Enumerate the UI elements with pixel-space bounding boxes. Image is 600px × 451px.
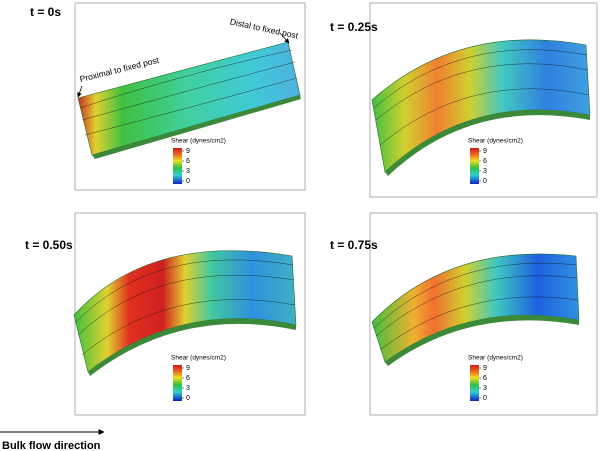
colorbar — [173, 148, 182, 184]
colorbar-tick-label: 6 — [186, 375, 190, 382]
panel: t = 0.75s Shear (dynes/cm2) 9 6 3 0 — [330, 212, 598, 416]
colorbar-tick-label: 9 — [483, 365, 487, 372]
colorbar-tick-label: 6 — [483, 158, 487, 165]
surface-rim — [385, 315, 579, 366]
colorbar-tick-label: 3 — [483, 168, 487, 175]
colorbar-title: Shear (dynes/cm2) — [468, 355, 523, 362]
colorbar-tick-label: 0 — [483, 395, 487, 402]
time-label: t = 0.50s — [25, 238, 73, 252]
streamline — [379, 88, 590, 146]
colorbar-title: Shear (dynes/cm2) — [468, 138, 523, 145]
time-label: t = 0.25s — [330, 20, 378, 34]
colorbar-tick-label: 0 — [483, 178, 487, 185]
colorbar-tick-label: 3 — [186, 168, 190, 175]
annotation-arrow — [77, 85, 83, 98]
colorbar-title: Shear (dynes/cm2) — [171, 138, 226, 145]
colorbar — [470, 148, 479, 184]
colorbar-tick-label: 3 — [483, 385, 487, 392]
panel: t = 0.50s Shear (dynes/cm2) 9 6 3 0 — [25, 212, 306, 416]
streamline — [75, 259, 294, 323]
streamline — [379, 296, 579, 351]
streamline — [373, 49, 588, 109]
streamline — [81, 61, 296, 121]
streamline — [375, 63, 589, 121]
streamline — [79, 49, 293, 109]
surface-rim — [385, 109, 590, 176]
footer: Bulk flow direction — [2, 440, 101, 451]
streamline — [84, 77, 298, 136]
colorbar-title: Shear (dynes/cm2) — [171, 355, 226, 362]
colorbar-tick-label: 6 — [186, 158, 190, 165]
colorbar — [470, 365, 479, 401]
surface-rim — [88, 318, 296, 376]
colorbar-tick-label: 3 — [186, 385, 190, 392]
time-label: t = 0s — [30, 5, 61, 19]
annotation-arrow — [279, 32, 290, 44]
panel: t = 0.25s Shear (dynes/cm2) 9 6 3 0 — [330, 2, 598, 198]
colorbar-tick-label: 9 — [483, 148, 487, 155]
colorbar — [173, 365, 182, 401]
time-label: t = 0.75s — [330, 238, 378, 252]
colorbar-tick-label: 9 — [186, 148, 190, 155]
colorbar-tick-label: 9 — [186, 365, 190, 372]
colorbar-tick-label: 0 — [186, 395, 190, 402]
colorbar-tick-label: 6 — [483, 375, 487, 382]
surface-rim — [92, 95, 301, 159]
streamline — [77, 274, 295, 336]
streamline — [375, 275, 578, 337]
colorbar-tick-label: 0 — [186, 178, 190, 185]
streamline — [81, 299, 296, 356]
streamline — [373, 262, 577, 329]
